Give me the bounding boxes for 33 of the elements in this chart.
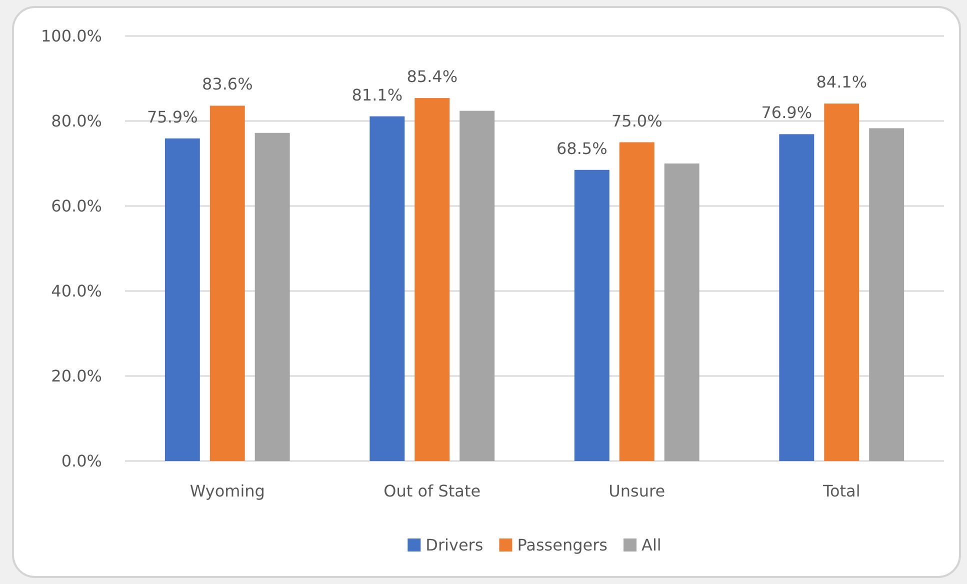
data-label: 75.9% [147, 107, 198, 126]
bar [574, 170, 610, 461]
bar [779, 134, 814, 461]
legend-label: Drivers [426, 536, 484, 554]
bar [254, 132, 290, 461]
x-tick-label: Wyoming [190, 482, 265, 500]
data-label: 83.6% [202, 74, 253, 94]
data-label: 81.1% [352, 85, 403, 104]
data-label: 68.5% [556, 138, 608, 158]
bar [619, 142, 654, 461]
data-label: 85.4% [406, 67, 458, 86]
data-label: 76.9% [761, 103, 812, 122]
bar [414, 98, 450, 461]
y-tick-label: 20.0% [51, 366, 102, 386]
y-tick-label: 60.0% [51, 196, 102, 216]
data-label: 75.0% [611, 111, 662, 130]
y-tick-label: 100.0% [40, 26, 102, 46]
legend-label: Passengers [517, 536, 608, 554]
y-tick-label: 40.0% [51, 282, 102, 300]
bar [664, 164, 700, 461]
bar [370, 116, 405, 461]
x-tick-label: Unsure [608, 482, 666, 500]
data-label: 84.1% [816, 72, 868, 92]
x-tick-label: Out of State [384, 482, 481, 500]
bar [164, 138, 200, 461]
bar [460, 110, 495, 461]
y-tick-label: 0.0% [61, 452, 102, 470]
bar [869, 128, 904, 461]
bar [210, 106, 245, 461]
y-tick-label: 80.0% [51, 112, 102, 130]
legend-label: All [642, 536, 662, 554]
bar [824, 104, 860, 461]
x-tick-label: Total [822, 482, 860, 500]
